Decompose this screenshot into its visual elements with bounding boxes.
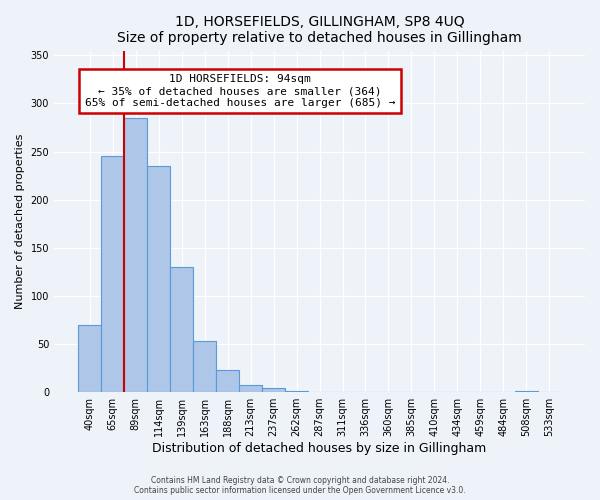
Title: 1D, HORSEFIELDS, GILLINGHAM, SP8 4UQ
Size of property relative to detached house: 1D, HORSEFIELDS, GILLINGHAM, SP8 4UQ Siz… (117, 15, 522, 45)
Bar (515, 391, 538, 392)
Bar (216, 370, 239, 392)
Bar (124, 118, 147, 392)
Bar (285, 391, 308, 392)
Y-axis label: Number of detached properties: Number of detached properties (15, 134, 25, 309)
Bar (101, 156, 124, 392)
Text: 1D HORSEFIELDS: 94sqm
← 35% of detached houses are smaller (364)
65% of semi-det: 1D HORSEFIELDS: 94sqm ← 35% of detached … (85, 74, 395, 108)
Bar (147, 166, 170, 392)
Bar (78, 325, 101, 392)
Text: Contains HM Land Registry data © Crown copyright and database right 2024.
Contai: Contains HM Land Registry data © Crown c… (134, 476, 466, 495)
Bar (170, 267, 193, 392)
Bar (193, 341, 216, 392)
Bar (239, 384, 262, 392)
X-axis label: Distribution of detached houses by size in Gillingham: Distribution of detached houses by size … (152, 442, 487, 455)
Bar (262, 388, 285, 392)
